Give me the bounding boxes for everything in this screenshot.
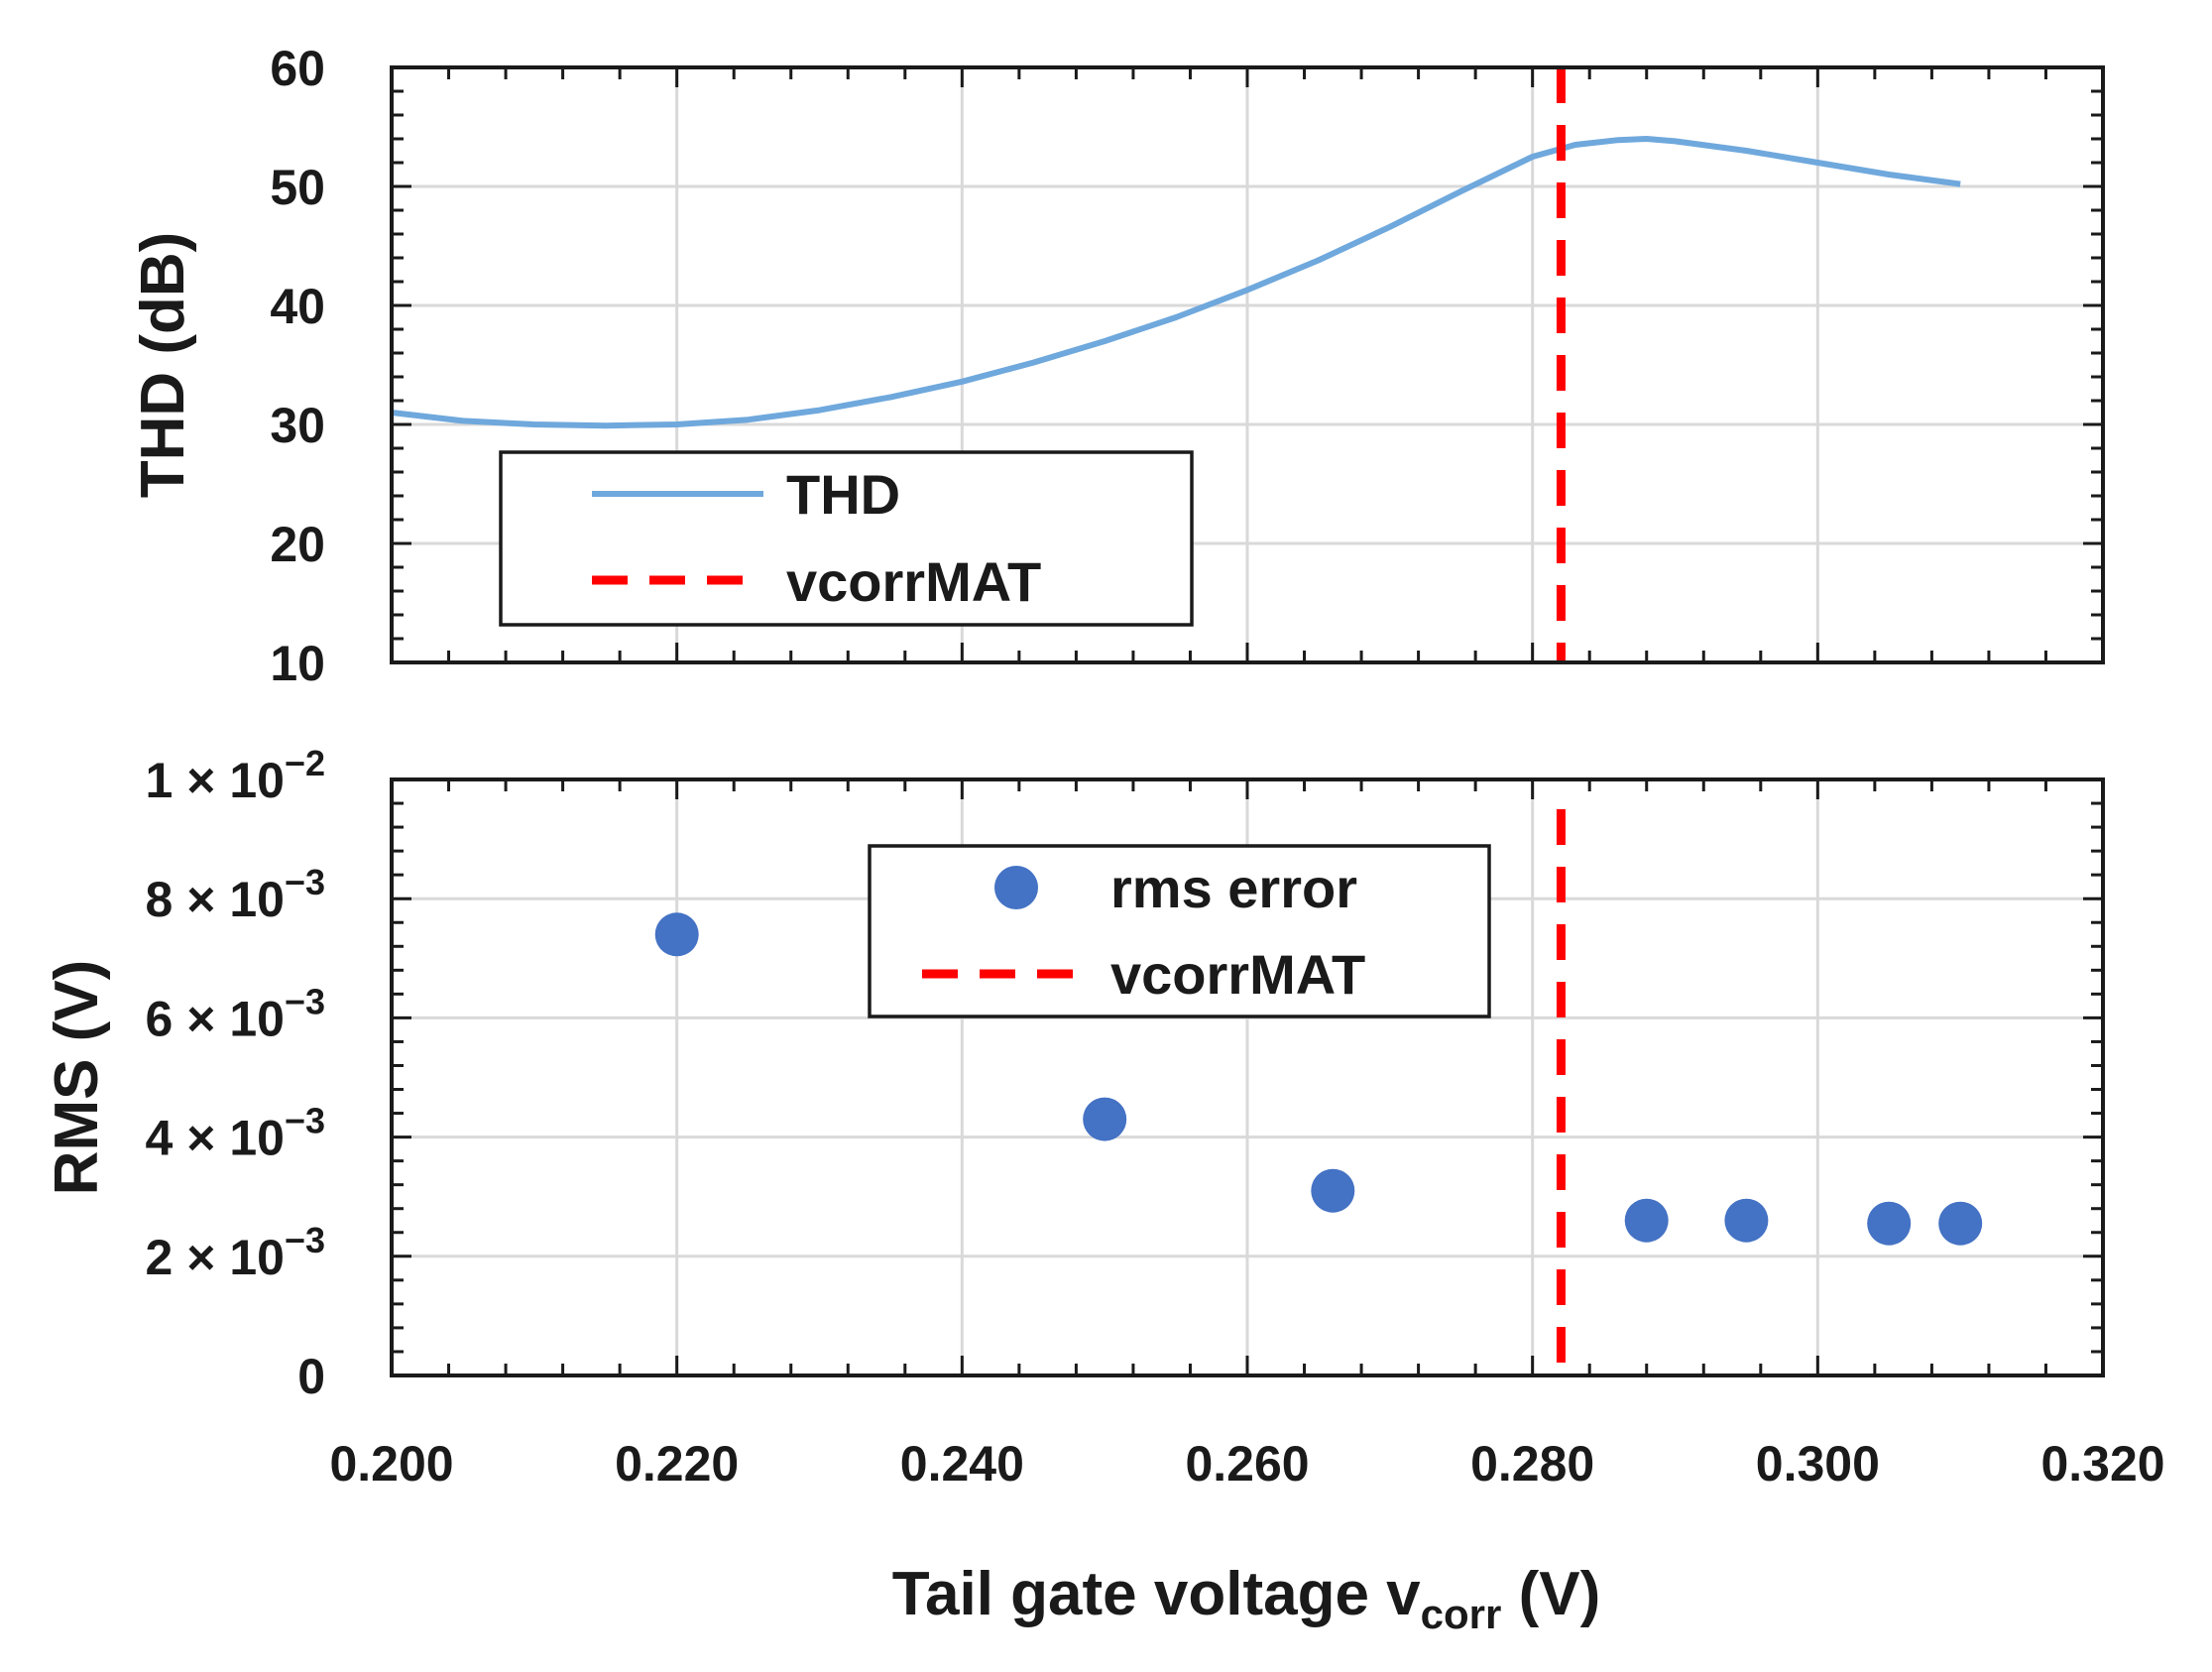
thd-y-tick-labels: 10 20 30 40 50 60 bbox=[270, 41, 325, 691]
rms-y-tick-mantissa: 0 bbox=[297, 1349, 325, 1404]
x-tick-label: 0.240 bbox=[900, 1436, 1024, 1492]
rms-y-tick-labels: 02 × 10−34 × 10−36 × 10−38 × 10−31 × 10−… bbox=[146, 743, 325, 1404]
x-axis-title: Tail gate voltage vcorr (V) bbox=[892, 1560, 1600, 1637]
rms-legend-marker-swatch bbox=[994, 866, 1038, 909]
rms-y-tick-label: 0 bbox=[297, 1349, 325, 1404]
thd-series-line bbox=[391, 136, 1961, 429]
x-tick-label: 0.260 bbox=[1185, 1436, 1309, 1492]
thd-legend-box bbox=[499, 450, 1194, 627]
x-axis-title-subscript: corr bbox=[1421, 1591, 1502, 1637]
x-tick-labels: 0.200 0.220 0.240 0.260 0.280 0.300 0.320 bbox=[329, 1436, 2164, 1492]
x-axis-title-unit: (V) bbox=[1501, 1560, 1600, 1628]
rms-y-tick-label: 6 × 10−3 bbox=[146, 981, 325, 1046]
rms-y-tick-exponent: −3 bbox=[285, 1220, 325, 1260]
x-tick-label: 0.220 bbox=[615, 1436, 739, 1492]
rms-data-point bbox=[1867, 1201, 1912, 1246]
thd-y-tick-label: 30 bbox=[270, 398, 325, 453]
rms-y-tick-exponent: −3 bbox=[285, 981, 325, 1021]
rms-data-point bbox=[1624, 1198, 1669, 1243]
rms-y-tick-label: 1 × 10−2 bbox=[146, 743, 325, 808]
thd-y-tick-label: 50 bbox=[270, 160, 325, 215]
thd-legend: THD vcorrMAT bbox=[499, 450, 1194, 627]
rms-y-tick-mantissa: 4 × 10 bbox=[146, 1111, 285, 1166]
rms-y-tick-exponent: −3 bbox=[285, 1101, 325, 1141]
thd-y-tick-label: 10 bbox=[270, 636, 325, 691]
rms-data-point bbox=[1724, 1198, 1769, 1243]
rms-legend-label: rms error bbox=[1110, 857, 1357, 919]
rms-data-point bbox=[1311, 1168, 1355, 1213]
rms-data-point bbox=[1083, 1097, 1127, 1141]
rms-data-point bbox=[1938, 1201, 1983, 1246]
rms-panel: 02 × 10−34 × 10−36 × 10−38 × 10−31 × 10−… bbox=[43, 743, 2165, 1637]
rms-y-tick-mantissa: 1 × 10 bbox=[146, 753, 285, 808]
rms-y-tick-mantissa: 2 × 10 bbox=[146, 1230, 285, 1285]
x-tick-label: 0.320 bbox=[2040, 1436, 2164, 1492]
vcorrmat-legend-label-top: vcorrMAT bbox=[786, 550, 1041, 613]
vcorrmat-legend-label-bottom: vcorrMAT bbox=[1110, 943, 1365, 1006]
rms-data-point bbox=[654, 912, 699, 957]
rms-y-tick-label: 4 × 10−3 bbox=[146, 1101, 325, 1166]
rms-legend: rms error vcorrMAT bbox=[868, 844, 1491, 1018]
rms-y-tick-label: 2 × 10−3 bbox=[146, 1220, 325, 1285]
thd-y-tick-label: 60 bbox=[270, 41, 325, 96]
x-tick-label: 0.200 bbox=[329, 1436, 453, 1492]
rms-y-tick-exponent: −2 bbox=[285, 743, 325, 783]
x-tick-label: 0.280 bbox=[1470, 1436, 1594, 1492]
thd-tick-marks bbox=[390, 65, 2105, 664]
rms-y-tick-mantissa: 6 × 10 bbox=[146, 991, 285, 1046]
thd-panel: 10 20 30 40 50 60 THD (dB) THD vcorrMAT bbox=[129, 41, 2105, 691]
x-tick-label: 0.300 bbox=[1756, 1436, 1880, 1492]
rms-y-tick-mantissa: 8 × 10 bbox=[146, 872, 285, 927]
rms-y-tick-exponent: −3 bbox=[285, 862, 325, 902]
thd-y-tick-label: 20 bbox=[270, 517, 325, 572]
x-axis-title-main: Tail gate voltage v bbox=[892, 1560, 1421, 1628]
rms-legend-box bbox=[868, 844, 1491, 1018]
rms-tick-marks bbox=[390, 777, 2105, 1377]
rms-y-axis-title: RMS (V) bbox=[43, 960, 111, 1196]
thd-series-layer bbox=[391, 67, 1961, 662]
rms-y-tick-label: 8 × 10−3 bbox=[146, 862, 325, 927]
rms-series-layer bbox=[654, 809, 1983, 1375]
thd-legend-label: THD bbox=[786, 463, 900, 526]
thd-y-tick-label: 40 bbox=[270, 279, 325, 334]
thd-y-axis-title: THD (dB) bbox=[129, 232, 197, 499]
